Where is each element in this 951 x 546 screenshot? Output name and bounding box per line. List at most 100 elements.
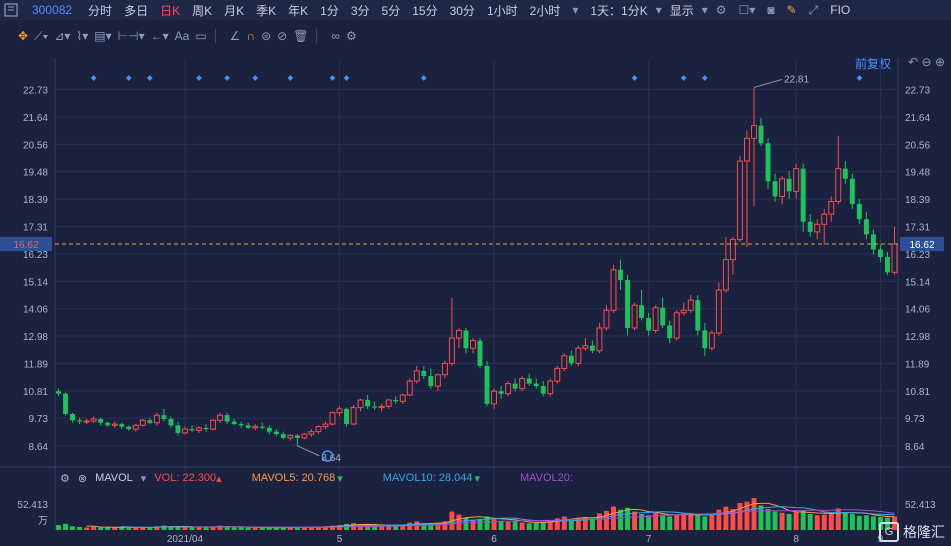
zoom-in-icon[interactable]: ⊕: [934, 55, 945, 69]
stock-book-icon[interactable]: [0, 0, 22, 20]
link-icon[interactable]: ∞: [331, 29, 340, 43]
price-axis-label-left: 21.64: [23, 113, 48, 124]
wave-tool-icon[interactable]: ⌇▾: [76, 29, 89, 43]
candle-body: [322, 423, 329, 428]
sync-icon[interactable]: ⊜: [261, 29, 272, 43]
tab-monthly-k[interactable]: 月K: [224, 3, 245, 18]
zoom-out-icon[interactable]: ⊖: [921, 55, 932, 69]
volume-bar: [737, 502, 743, 530]
volume-bar: [280, 527, 286, 530]
multi-period-select[interactable]: ▾: [572, 3, 579, 17]
candle-body: [378, 405, 385, 409]
text-tool[interactable]: Aa: [174, 29, 190, 43]
close-indicator-icon[interactable]: ⊗: [77, 472, 88, 485]
range-tool-icon[interactable]: ⊢⊣▾: [117, 29, 145, 43]
chevron-down-icon[interactable]: ▾: [655, 3, 662, 17]
mavol10-value: MAVOL10: 28.044: [382, 472, 473, 484]
volume-bar: [807, 514, 813, 530]
candle-body: [357, 399, 364, 409]
volume-bar: [800, 510, 806, 530]
chevron-down-icon[interactable]: ▾: [140, 472, 147, 485]
arrow-tool-icon[interactable]: ←▾: [150, 29, 169, 43]
checkbox-icon[interactable]: ☐▾: [738, 3, 756, 17]
chevron-down-icon[interactable]: ▾: [701, 3, 708, 17]
stock-code[interactable]: 300082: [32, 3, 73, 17]
volume-bar: [84, 527, 90, 530]
tab-3min[interactable]: 3分: [350, 3, 370, 18]
volume-bar: [772, 511, 778, 530]
volume-bar: [400, 525, 406, 530]
candle-body: [575, 347, 582, 364]
indicator-name[interactable]: MAVOL: [95, 472, 133, 484]
candle-body: [119, 424, 125, 427]
volume-bar: [716, 509, 722, 530]
display-menu[interactable]: 显示: [669, 3, 694, 18]
price-axis-label-right: 9.73: [905, 414, 925, 425]
volume-bar: [189, 527, 195, 530]
volume-bar: [372, 525, 378, 530]
volume-bar: [533, 522, 539, 530]
tab-15min[interactable]: 15分: [412, 3, 438, 18]
settings-icon[interactable]: ⚙: [715, 3, 727, 17]
volume-bar: [744, 501, 750, 530]
tab-2hour[interactable]: 2小时: [529, 3, 561, 18]
fullscreen-icon[interactable]: ⤢: [808, 2, 819, 17]
tab-1min[interactable]: 1分: [320, 3, 339, 18]
vol-value: VOL: 22.300: [154, 472, 217, 484]
volume-bar: [315, 526, 321, 530]
trash-icon[interactable]: 🗑︎: [293, 29, 309, 43]
volume-bar: [632, 511, 638, 530]
tab-fenshi[interactable]: 分时: [88, 3, 113, 18]
undo-icon[interactable]: ↶: [908, 55, 919, 69]
move-cross-icon[interactable]: ✥: [18, 29, 29, 43]
adjust-mode-button[interactable]: 前复权: [854, 57, 891, 71]
candle-body: [238, 424, 244, 426]
volume-bar: [168, 526, 174, 530]
price-axis-label-left: 20.56: [23, 140, 48, 151]
candle-body: [793, 168, 800, 192]
tab-quarterly-k[interactable]: 季K: [256, 3, 277, 18]
tab-yearly-k[interactable]: 年K: [288, 3, 309, 18]
candle-body: [786, 178, 792, 192]
tab-duori[interactable]: 多日: [124, 3, 149, 18]
volume-bar: [849, 514, 855, 530]
tab-5min[interactable]: 5分: [381, 3, 401, 18]
fio-button[interactable]: FIO: [830, 3, 851, 17]
volume-bar: [540, 522, 546, 530]
channel-tool-icon[interactable]: ⊿▾: [54, 29, 71, 43]
volume-bar: [625, 507, 630, 530]
volume-bar: [161, 525, 167, 530]
magnet-icon[interactable]: ∩: [246, 29, 256, 43]
volume-bar: [449, 511, 455, 530]
current-price-right: 16.62: [909, 240, 934, 251]
multi-day-select[interactable]: 1天：1分K: [590, 3, 648, 18]
candle-body: [372, 406, 378, 408]
camera-icon[interactable]: ◙: [767, 3, 775, 17]
event-marker: [90, 75, 97, 81]
hide-icon[interactable]: ⊘: [277, 29, 288, 43]
comment-icon[interactable]: ▭: [195, 29, 207, 43]
volume-max-right: 52.413: [905, 500, 936, 511]
candle-body: [287, 434, 294, 439]
indicator-settings-icon[interactable]: ⚙: [60, 472, 70, 485]
ruler-icon[interactable]: ∠: [229, 29, 241, 43]
candle-body: [856, 204, 862, 220]
tab-weekly-k[interactable]: 周K: [192, 3, 213, 18]
price-axis-label-right: 18.39: [905, 195, 930, 206]
line-tool-icon[interactable]: ⟋▾: [34, 28, 49, 43]
mavol5-value: MAVOL5: 20.768: [251, 472, 336, 484]
tab-30min[interactable]: 30分: [449, 3, 475, 18]
event-marker: [329, 75, 336, 81]
candle-body: [512, 383, 518, 389]
fib-tool-icon[interactable]: ▤▾: [94, 29, 112, 43]
gear-icon[interactable]: ⚙: [345, 29, 357, 43]
pencil-icon[interactable]: ✎: [786, 3, 797, 17]
tab-1hour[interactable]: 1小时: [486, 3, 518, 18]
tab-daily-k[interactable]: 日K: [160, 3, 181, 18]
date-label: 5: [337, 534, 343, 545]
event-marker: [252, 75, 259, 81]
candle-body: [77, 420, 83, 422]
price-axis-label-right: 20.56: [905, 140, 930, 151]
candle-body: [175, 425, 181, 433]
